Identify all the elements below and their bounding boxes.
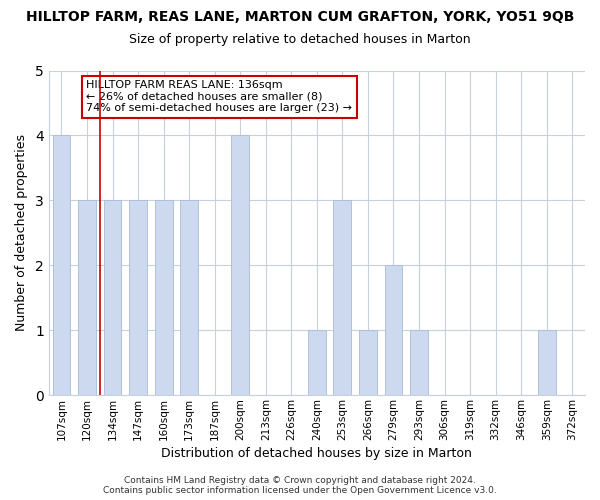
Bar xyxy=(180,200,198,395)
Text: Contains HM Land Registry data © Crown copyright and database right 2024.
Contai: Contains HM Land Registry data © Crown c… xyxy=(103,476,497,495)
Bar xyxy=(410,330,428,395)
Bar xyxy=(538,330,556,395)
Bar xyxy=(78,200,96,395)
Bar xyxy=(308,330,326,395)
Bar xyxy=(155,200,173,395)
Bar xyxy=(385,266,403,395)
Bar xyxy=(129,200,147,395)
Text: Size of property relative to detached houses in Marton: Size of property relative to detached ho… xyxy=(129,32,471,46)
Bar xyxy=(334,200,352,395)
Text: HILLTOP FARM REAS LANE: 136sqm
← 26% of detached houses are smaller (8)
74% of s: HILLTOP FARM REAS LANE: 136sqm ← 26% of … xyxy=(86,80,352,114)
Bar xyxy=(359,330,377,395)
Text: HILLTOP FARM, REAS LANE, MARTON CUM GRAFTON, YORK, YO51 9QB: HILLTOP FARM, REAS LANE, MARTON CUM GRAF… xyxy=(26,10,574,24)
Y-axis label: Number of detached properties: Number of detached properties xyxy=(15,134,28,332)
Bar xyxy=(53,136,70,395)
X-axis label: Distribution of detached houses by size in Marton: Distribution of detached houses by size … xyxy=(161,447,472,460)
Bar xyxy=(104,200,121,395)
Bar xyxy=(231,136,249,395)
